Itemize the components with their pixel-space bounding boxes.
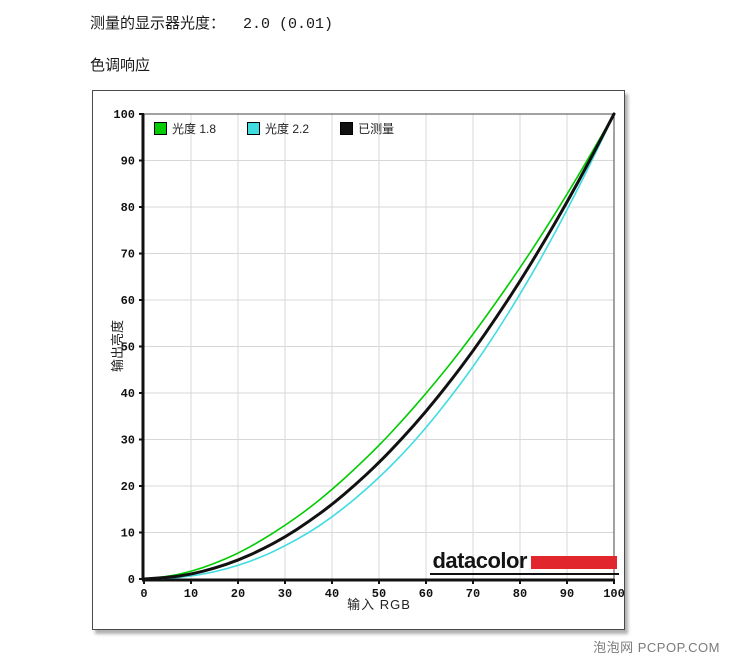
legend-label: 已测量 [358, 122, 395, 136]
legend-item-gamma-1-8: 光度 1.8 [154, 120, 216, 137]
svg-text:100: 100 [113, 108, 135, 122]
svg-text:20: 20 [121, 480, 135, 494]
svg-text:90: 90 [560, 587, 574, 601]
legend-item-measured: 已测量 [340, 120, 394, 137]
plot-canvas: 00 10 10 20 20 30 30 40 40 50 50 60 60 70 70 80 80 90 90 10… [113, 108, 624, 601]
chart-legend: 光度 1.8 光度 2.2 已测量 [154, 120, 394, 137]
legend-label: 光度 2.2 [265, 122, 310, 136]
svg-text:0: 0 [128, 573, 135, 587]
svg-text:30: 30 [278, 587, 292, 601]
section-title: 色调响应 [90, 58, 151, 75]
datacolor-logo-red-bar [531, 556, 617, 569]
svg-text:10: 10 [121, 527, 135, 541]
svg-text:50: 50 [121, 341, 135, 355]
svg-text:80: 80 [121, 201, 135, 215]
svg-text:80: 80 [513, 587, 527, 601]
legend-swatch-green [154, 122, 167, 135]
svg-text:90: 90 [121, 155, 135, 169]
y-axis-title: 输出亮度 [110, 320, 125, 373]
svg-text:70: 70 [466, 587, 480, 601]
svg-text:10: 10 [184, 587, 198, 601]
legend-swatch-cyan [247, 122, 261, 135]
svg-text:60: 60 [419, 587, 433, 601]
svg-text:60: 60 [121, 294, 135, 308]
svg-text:100: 100 [603, 587, 624, 601]
svg-text:40: 40 [121, 387, 135, 401]
datacolor-logo: datacolor [430, 548, 619, 575]
svg-text:20: 20 [231, 587, 245, 601]
svg-text:30: 30 [121, 434, 135, 448]
legend-item-gamma-2-2: 光度 2.2 [247, 120, 309, 137]
svg-text:50: 50 [372, 587, 386, 601]
watermark: 泡泡网 PCPOP.COM [593, 640, 720, 655]
measured-gamma-text: 测量的显示器光度： 2.0 (0.01) [90, 16, 334, 33]
svg-text:0: 0 [140, 587, 147, 601]
legend-label: 光度 1.8 [172, 122, 217, 136]
svg-text:40: 40 [325, 587, 339, 601]
x-axis-title: 输入 RGB [347, 597, 411, 612]
legend-swatch-black [340, 122, 354, 135]
datacolor-logo-text: datacolor [432, 548, 527, 573]
svg-text:70: 70 [121, 248, 135, 262]
tone-response-chart: 0 0 10 10 20 20 30 30 40 40 50 50 60 60 70 70 80 80 90 90 10… [92, 90, 625, 630]
